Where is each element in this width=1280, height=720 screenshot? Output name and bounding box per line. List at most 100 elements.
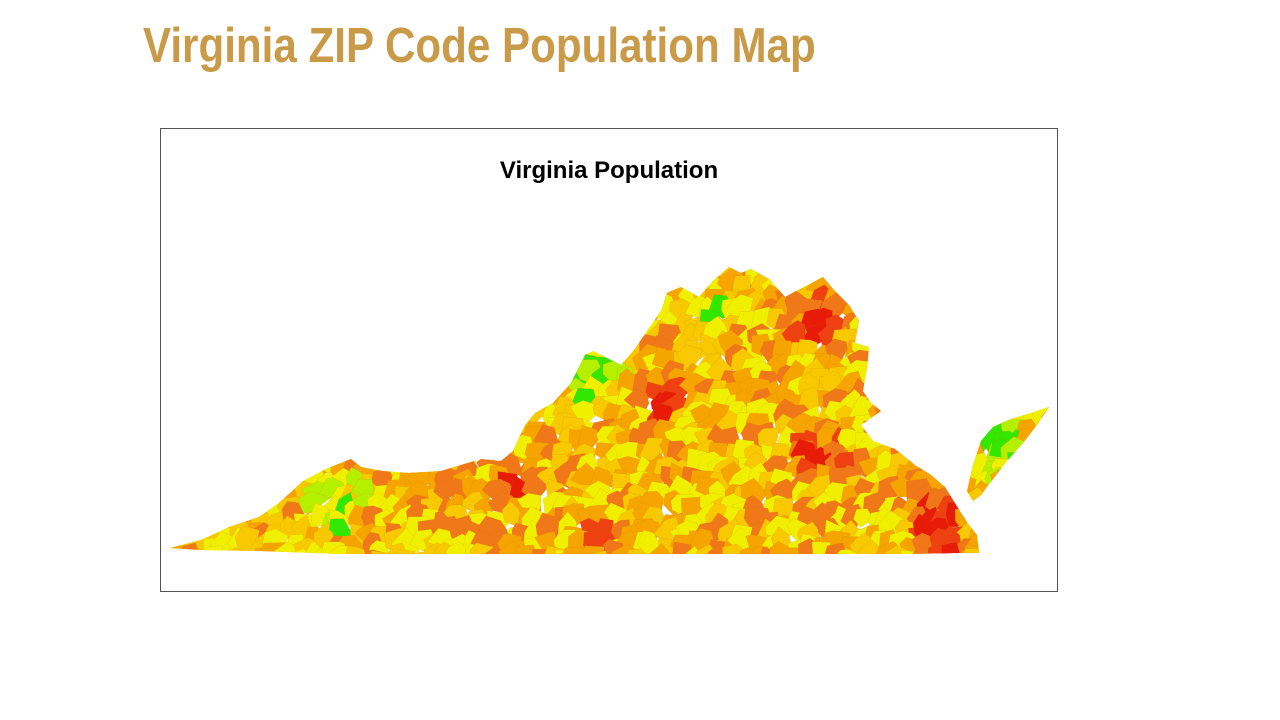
zip-code-area — [358, 362, 384, 393]
zip-code-area — [481, 425, 509, 448]
zip-code-area — [1003, 277, 1031, 302]
zip-code-area — [319, 384, 344, 413]
zip-code-area — [612, 309, 640, 336]
zip-code-area — [642, 267, 666, 288]
zip-code-area — [170, 446, 184, 465]
zip-code-area — [229, 317, 250, 342]
zip-code-area — [214, 432, 235, 453]
zip-code-area — [351, 314, 378, 341]
zip-code-area — [1027, 383, 1049, 415]
zip-code-area — [161, 500, 167, 529]
zip-code-area — [320, 273, 349, 300]
zip-code-area — [1033, 364, 1049, 392]
zip-code-area — [192, 272, 213, 294]
zip-code-area — [583, 322, 609, 345]
zip-code-area — [392, 411, 416, 434]
zip-code-area — [277, 267, 304, 274]
zip-code-area — [287, 391, 318, 420]
zip-code-area — [531, 338, 555, 365]
zip-code-area — [383, 271, 405, 299]
zip-code-area — [291, 278, 317, 299]
zip-code-area — [216, 299, 243, 325]
zip-code-area — [170, 326, 174, 353]
zip-code-area — [1029, 287, 1049, 312]
zip-code-area — [1051, 451, 1057, 476]
zip-code-area — [416, 273, 446, 301]
zip-code-area — [212, 442, 236, 466]
zip-code-area — [871, 413, 901, 443]
zip-code-area — [244, 276, 269, 301]
zip-code-area — [464, 300, 490, 329]
zip-code-area — [895, 281, 917, 312]
zip-code-area — [649, 542, 673, 554]
zip-code-area — [186, 362, 210, 384]
zip-code-area — [438, 269, 465, 297]
zip-code-area — [397, 353, 422, 383]
zip-code-area — [573, 301, 601, 329]
zip-code-area — [368, 267, 395, 274]
zip-code-area — [382, 312, 406, 336]
zip-code-area — [351, 273, 373, 295]
zip-code-area — [905, 271, 926, 299]
zip-code-area — [522, 400, 547, 424]
zip-code-area — [276, 270, 303, 293]
zip-code-area — [650, 267, 677, 287]
zip-code-area — [248, 333, 276, 356]
zip-code-area — [904, 267, 930, 272]
zip-code-area — [430, 302, 458, 328]
zip-code-area — [792, 267, 816, 271]
zip-code-area — [954, 415, 984, 441]
zip-code-area — [440, 367, 462, 389]
zip-code-area — [939, 432, 969, 459]
zip-code-area — [994, 308, 1022, 337]
zip-code-area — [1041, 373, 1049, 398]
zip-code-area — [728, 267, 753, 271]
zip-code-area — [927, 267, 956, 268]
zip-code-area — [394, 367, 418, 395]
zip-code-area — [835, 267, 862, 274]
zip-code-area — [722, 543, 746, 554]
zip-code-area — [465, 360, 485, 387]
zip-code-area — [610, 288, 635, 310]
zip-code-area — [590, 308, 611, 331]
zip-code-area — [887, 364, 912, 390]
zip-code-area — [539, 273, 562, 299]
zip-code-area — [218, 267, 243, 287]
zip-code-area — [876, 355, 900, 380]
zip-code-area — [943, 277, 971, 304]
zip-code-area — [447, 267, 477, 281]
zip-code-area — [506, 323, 534, 346]
zip-code-area — [928, 454, 955, 479]
zip-code-area — [407, 551, 435, 554]
zip-code-area — [598, 267, 621, 269]
zip-code-area — [469, 542, 494, 554]
zip-code-area — [446, 320, 468, 348]
zip-code-area — [620, 267, 642, 283]
zip-code-area — [232, 475, 256, 499]
zip-code-area — [403, 267, 427, 272]
zip-code-area — [396, 394, 424, 422]
zip-code-area — [213, 324, 239, 351]
zip-code-area — [413, 306, 437, 336]
zip-code-area — [868, 381, 892, 404]
zip-code-area — [949, 363, 978, 392]
zip-code-area — [427, 267, 451, 289]
zip-code-area — [1032, 299, 1049, 325]
zip-code-area — [914, 328, 939, 352]
zip-code-area — [317, 292, 338, 322]
zip-code-area — [483, 415, 504, 438]
zip-code-area — [296, 317, 321, 341]
zip-code-area — [771, 267, 795, 272]
zip-code-area — [939, 320, 964, 349]
zip-code-area — [206, 416, 233, 439]
zip-code-area — [827, 267, 851, 269]
zip-code-area — [964, 314, 991, 342]
zip-code-area — [956, 267, 985, 274]
zip-code-area — [482, 376, 509, 399]
zip-code-area — [176, 316, 200, 337]
zip-code-area — [249, 464, 278, 494]
zip-code-area — [340, 375, 367, 404]
zip-code-area — [233, 370, 258, 400]
zip-code-area — [198, 313, 222, 336]
zip-code-area — [823, 542, 850, 554]
